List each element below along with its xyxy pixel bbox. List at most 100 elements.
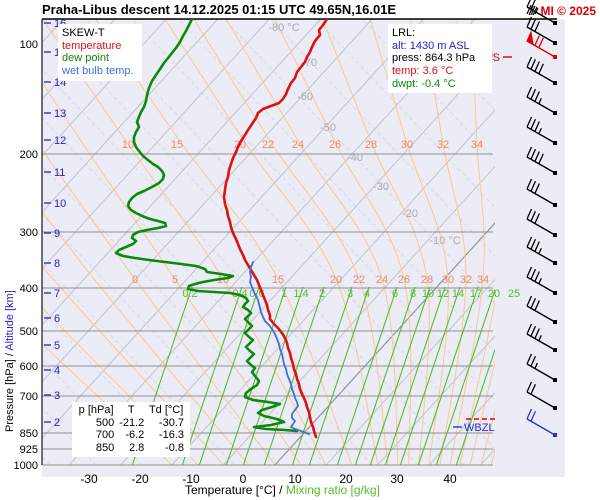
dry-adiabat-line bbox=[225, 19, 399, 465]
wind-barb-staff bbox=[526, 333, 556, 351]
wind-barb-full bbox=[534, 91, 540, 102]
pressure-tick-label: 600 bbox=[20, 361, 38, 373]
table-row: 500 -21.2 -30.7 bbox=[76, 417, 186, 430]
isotherm-line bbox=[42, 19, 270, 270]
cell-temp: -21.2 bbox=[119, 416, 145, 429]
dry-adiabat-line bbox=[469, 360, 495, 465]
dry-adiabat-label: 30 bbox=[401, 139, 413, 151]
lrl-press: press: 864.3 hPa bbox=[392, 52, 476, 65]
isotherm-line bbox=[42, 19, 322, 327]
lrl-heading: LRL: bbox=[392, 27, 416, 39]
wind-barb-full bbox=[530, 410, 537, 422]
wind-barb-full bbox=[538, 63, 544, 75]
wind-barb bbox=[526, 408, 557, 437]
altitude-tick-label: 4 bbox=[54, 365, 60, 377]
wind-barb-full bbox=[534, 35, 540, 46]
wind-barb bbox=[526, 16, 557, 45]
wind-barb-full bbox=[534, 151, 540, 162]
mixing-ratio-label: 20 bbox=[488, 288, 500, 300]
legend-wet-bulb: wet bulb temp. bbox=[62, 64, 134, 77]
wind-barb-full bbox=[526, 408, 533, 420]
isotherm-label: -80 °C bbox=[268, 22, 299, 34]
y-axis-title: Pressure [hPa] / Altitude [km] bbox=[4, 290, 16, 432]
wind-barb-full bbox=[534, 21, 540, 32]
wind-barb-full bbox=[530, 297, 537, 309]
altitude-tick-label: 6 bbox=[54, 313, 60, 325]
isotherm-label: -40 bbox=[347, 152, 363, 164]
dry-adiabat-line bbox=[42, 343, 173, 465]
mixing-ratio-line bbox=[417, 286, 479, 465]
dry-adiabat-label: 34 bbox=[477, 274, 489, 286]
cell-pressure: 500 bbox=[95, 416, 115, 429]
dry-adiabat-label: 20 bbox=[330, 274, 342, 286]
temperature-tick-label: -30 bbox=[80, 472, 98, 486]
dew_point-curve bbox=[114, 19, 299, 433]
isotherm-label: -20 bbox=[402, 208, 418, 220]
wind-barb-full bbox=[530, 148, 537, 160]
wind-barb bbox=[526, 236, 557, 265]
dry-adiabat-label: 10 bbox=[122, 139, 134, 151]
wind-barb-full bbox=[530, 88, 537, 100]
wind-barb-staff bbox=[526, 156, 556, 174]
mixing-ratio-line bbox=[336, 286, 398, 465]
mixing-ratio-label: 14 bbox=[452, 288, 464, 300]
wind-barb-full bbox=[530, 0, 536, 10]
mixing-ratio-label: 2 bbox=[319, 288, 325, 300]
cell-dewpoint: -16.3 bbox=[158, 429, 184, 442]
mixing-ratio-line bbox=[399, 286, 461, 465]
wind-barb-half bbox=[538, 97, 542, 105]
wind-barb-half bbox=[538, 277, 542, 285]
wind-barb-full bbox=[526, 16, 533, 28]
dry-adiabat-label: 28 bbox=[365, 139, 377, 151]
lrl-info-box: LRL: alt: 1430 m ASL press: 864.3 hPa te… bbox=[388, 24, 492, 94]
wind-barb-staff bbox=[526, 26, 556, 44]
wbzl-label: WBZL bbox=[464, 422, 495, 434]
cell-pressure: 850 bbox=[95, 441, 115, 454]
isotherm-line bbox=[223, 165, 495, 465]
col-header-temp: T bbox=[127, 404, 135, 416]
moist-adiabat-line bbox=[407, 19, 495, 112]
wind-barb-staff bbox=[526, 305, 556, 323]
moist-adiabat-line bbox=[42, 68, 419, 465]
mixing-ratio-line bbox=[384, 286, 446, 465]
dry-adiabat-label: 28 bbox=[421, 274, 433, 286]
altitude-tick-label: 11 bbox=[54, 167, 65, 179]
moist-adiabat-line bbox=[223, 19, 495, 305]
isotherm-line bbox=[171, 109, 495, 465]
mixing-ratio-label: 3 bbox=[347, 288, 353, 300]
altitude-tick-label: 8 bbox=[54, 258, 60, 270]
altitude-tick-label: 3 bbox=[54, 390, 60, 402]
wind-barb-full bbox=[530, 18, 537, 30]
dry-adiabat-label: 22 bbox=[353, 274, 365, 286]
wind-barb bbox=[526, 116, 557, 145]
wind-barb bbox=[526, 381, 557, 410]
isotherm-line bbox=[42, 19, 373, 383]
wind-barb bbox=[526, 266, 557, 295]
mixing-ratio-label: 6 bbox=[392, 288, 398, 300]
wet_bulb-curve bbox=[249, 261, 310, 435]
dry-adiabat-label: 0 bbox=[132, 274, 138, 286]
moist-adiabat-line bbox=[592, 19, 600, 465]
isotherm-line bbox=[377, 335, 495, 465]
isotherm-label: -50 bbox=[320, 122, 336, 134]
lrl-dwpt: dwpt: -0.4 °C bbox=[392, 77, 456, 90]
wind-barb-full bbox=[538, 37, 544, 49]
wind-barb bbox=[526, 208, 557, 237]
wind-barb-full bbox=[530, 238, 537, 250]
col-header-pressure: p [hPa] bbox=[78, 404, 114, 416]
lrl-temp: temp: 3.6 °C bbox=[392, 64, 454, 77]
wind-barb bbox=[526, 295, 557, 324]
wind-barb-full bbox=[526, 381, 533, 393]
dry-adiabat-label: 30 bbox=[442, 274, 454, 286]
mixing-ratio-label: 1.4 bbox=[293, 288, 308, 300]
wind-barb-full bbox=[526, 323, 533, 335]
lrl-alt: alt: 1430 m ASL bbox=[392, 39, 470, 52]
wind-barb bbox=[526, 178, 557, 207]
mixing-ratio-line bbox=[435, 288, 495, 465]
pressure-tick-label: 925 bbox=[20, 444, 38, 456]
dry-adiabat-label: 22 bbox=[262, 139, 274, 151]
legend-temperature: temperature bbox=[62, 39, 122, 52]
wind-barb-staff bbox=[526, 246, 556, 264]
moist-adiabat-line bbox=[131, 19, 495, 402]
